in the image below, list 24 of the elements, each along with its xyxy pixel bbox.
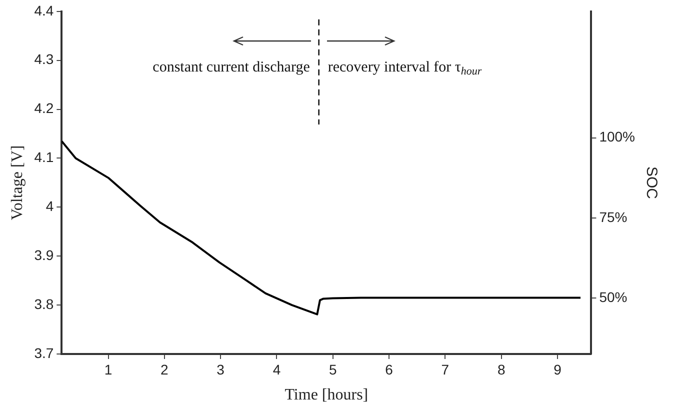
x-tick-label: 6 <box>385 361 394 378</box>
y-tick-label: 4.3 <box>34 51 54 68</box>
y-tick-label: 4.2 <box>34 100 54 116</box>
y-tick-label: 3.7 <box>34 344 54 361</box>
x-tick-label: 2 <box>160 361 169 378</box>
x-axis-title: Time [hours] <box>284 386 368 404</box>
y2-tick-label: 75% <box>599 208 628 225</box>
y2-tick-label: 100% <box>599 128 636 145</box>
x-tick-label: 5 <box>328 361 337 378</box>
y2-tick-label: 50% <box>599 289 628 306</box>
x-tick-label: 4 <box>272 361 281 378</box>
y-tick-label: 3.9 <box>34 246 54 263</box>
y-tick-label: 4.4 <box>34 2 54 18</box>
y-tick-label: 4.1 <box>34 149 54 166</box>
x-tick-label: 3 <box>216 361 225 378</box>
y-tick-label: 3.8 <box>34 296 54 312</box>
annotation: constant current discharge <box>152 59 310 76</box>
x-tick-label: 9 <box>554 361 562 378</box>
y-tick-label: 4 <box>46 198 54 214</box>
x-tick-label: 1 <box>104 361 112 378</box>
x-tick-label: 8 <box>497 361 506 378</box>
y-axis-title: Voltage [V] <box>8 145 26 220</box>
x-tick-label: 7 <box>441 361 450 378</box>
y2-axis-title: SOC <box>642 166 660 200</box>
